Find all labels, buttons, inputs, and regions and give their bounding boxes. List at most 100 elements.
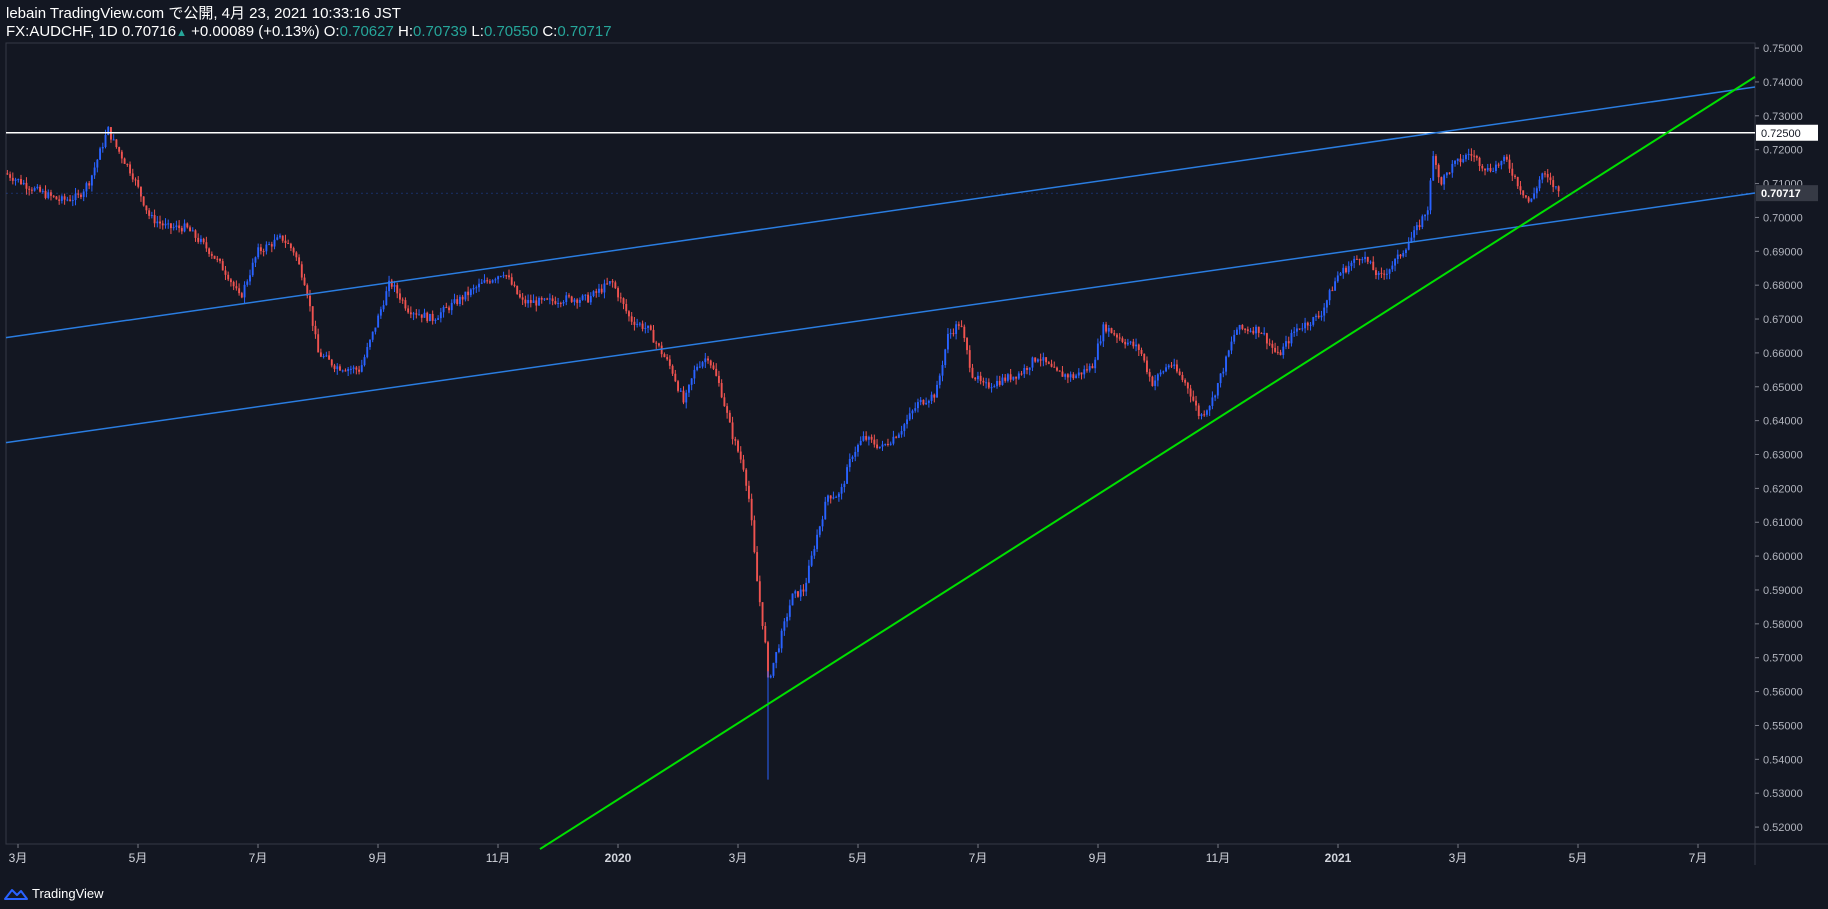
candle-body — [979, 375, 982, 381]
candle-body — [287, 242, 290, 244]
candle-body — [1094, 359, 1097, 369]
candle-body — [1391, 265, 1394, 270]
price-tick-label: 0.54000 — [1763, 754, 1803, 766]
candle-body — [851, 456, 854, 459]
candle-body — [1295, 328, 1298, 332]
candle-body — [832, 497, 835, 499]
up-arrow-icon: ▲ — [176, 27, 187, 39]
candle-body — [175, 225, 178, 228]
candle-body — [232, 282, 235, 287]
candle-body — [930, 394, 933, 401]
candle-body — [1459, 158, 1462, 163]
candle-body — [227, 274, 230, 280]
trendline-support[interactable] — [539, 76, 1756, 850]
candle-body — [442, 307, 445, 313]
candle-body — [1388, 269, 1391, 274]
candle-body — [415, 313, 418, 315]
price-tick-label: 0.52000 — [1763, 822, 1803, 834]
candle-body — [1481, 165, 1484, 169]
candle-body — [1497, 164, 1500, 166]
candle-body — [663, 354, 666, 358]
candle-body — [927, 400, 930, 403]
candle-body — [1146, 360, 1148, 373]
drawings-layer[interactable] — [5, 76, 1756, 850]
candle-body — [649, 325, 652, 330]
symbol-legend: FX:AUDCHF, 1D 0.70716▲ +0.00089 (+0.13%)… — [6, 23, 612, 42]
candle-body — [409, 312, 412, 315]
channel-upper-line[interactable] — [5, 86, 1756, 339]
candle-body — [483, 280, 486, 283]
current-price-tag[interactable] — [1756, 185, 1818, 202]
candle-body — [404, 300, 407, 309]
close-value: 0.70717 — [557, 23, 612, 40]
candle-body — [565, 295, 568, 303]
candle-body — [578, 299, 581, 303]
candle-body — [1113, 333, 1116, 335]
candle-body — [1489, 168, 1492, 172]
candle-body — [1257, 326, 1260, 333]
candle-body — [1448, 172, 1451, 174]
candle-body — [1530, 198, 1533, 202]
candle-body — [88, 183, 91, 186]
candle-body — [428, 313, 431, 322]
price-tick-label: 0.60000 — [1763, 551, 1803, 563]
candle-body — [150, 215, 153, 217]
candle-body — [717, 375, 720, 383]
time-tick-label: 7月 — [969, 851, 988, 865]
candle-body — [1478, 157, 1481, 166]
candle-body — [189, 227, 191, 232]
resistance-price-tag[interactable] — [1756, 124, 1818, 141]
candle-body — [1415, 225, 1418, 231]
candle-body — [123, 158, 126, 164]
candle-body — [529, 299, 532, 303]
candle-body — [1036, 359, 1039, 362]
candle-body — [289, 243, 292, 249]
candle-body — [52, 195, 55, 197]
candle-body — [1124, 341, 1127, 345]
candle-body — [93, 167, 96, 176]
candle-body — [859, 440, 862, 445]
candle-body — [159, 221, 161, 224]
candle-body — [897, 434, 900, 438]
symbol-interval[interactable]: FX:AUDCHF, 1D — [6, 23, 118, 40]
candle-body — [251, 262, 254, 276]
candle-body — [1549, 177, 1552, 181]
candle-body — [1225, 356, 1227, 372]
candle-body — [595, 291, 598, 293]
candle-body — [1541, 173, 1544, 180]
candle-body — [1167, 365, 1170, 368]
candle-body — [36, 186, 39, 189]
candle-body — [1505, 156, 1508, 160]
candle-body — [1175, 364, 1178, 372]
time-axis[interactable]: 3月 5月 7月 9月 11月 2020 3月 5月 7月 9月 11月 2021 3月 5月 7月 — [9, 844, 1708, 865]
brand-footer[interactable]: TradingView — [4, 886, 104, 901]
price-axis[interactable]: 0.750000.740000.730000.720000.710000.700… — [1755, 43, 1818, 834]
candle-body — [309, 295, 311, 307]
candle-body — [69, 199, 72, 201]
candle-body — [358, 369, 361, 372]
candle-body — [1069, 374, 1072, 378]
candle-body — [603, 283, 606, 293]
candle-body — [1552, 180, 1555, 188]
candle-body — [707, 358, 709, 361]
candle-body — [126, 163, 129, 165]
candle-body — [461, 296, 464, 300]
candle-body — [1238, 325, 1241, 330]
candle-body — [854, 451, 857, 457]
candle-body — [1137, 344, 1140, 350]
candle-body — [1434, 156, 1437, 165]
candle-body — [1544, 173, 1546, 175]
candle-body — [1276, 351, 1279, 353]
channel-lower-line[interactable] — [5, 192, 1756, 444]
candle-body — [1006, 374, 1009, 381]
candle-body — [20, 178, 22, 185]
candle-body — [467, 291, 470, 296]
candle-body — [1522, 190, 1525, 196]
candle-body — [1121, 338, 1124, 342]
candle-body — [145, 205, 148, 211]
candle-body — [1445, 172, 1448, 176]
candle-body — [1246, 329, 1249, 332]
candle-body — [802, 589, 805, 592]
candle-body — [753, 520, 756, 553]
